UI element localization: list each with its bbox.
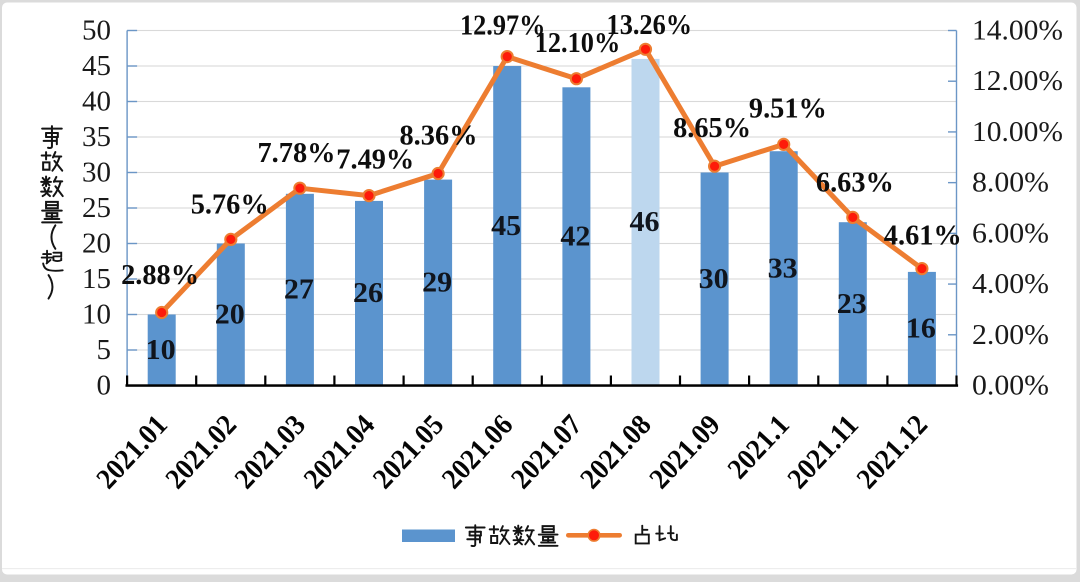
svg-text:10: 10: [146, 334, 176, 366]
svg-text:30: 30: [82, 157, 111, 189]
svg-text:15: 15: [82, 263, 111, 295]
svg-text:33: 33: [768, 252, 798, 284]
svg-text:0.00%: 0.00%: [972, 370, 1049, 402]
svg-text:45: 45: [491, 210, 521, 242]
svg-text:8.65%: 8.65%: [673, 112, 751, 144]
svg-text:7.78%: 7.78%: [258, 137, 336, 169]
svg-text:46: 46: [630, 206, 660, 238]
svg-text:20: 20: [82, 228, 111, 260]
svg-text:10.00%: 10.00%: [972, 116, 1063, 148]
svg-text:12.00%: 12.00%: [972, 65, 1063, 97]
svg-text:12.97%: 12.97%: [460, 9, 546, 41]
svg-text:50: 50: [82, 15, 111, 47]
svg-text:6.63%: 6.63%: [816, 167, 894, 199]
svg-text:5: 5: [97, 334, 112, 366]
svg-text:4.00%: 4.00%: [972, 268, 1049, 300]
svg-text:2.00%: 2.00%: [972, 319, 1049, 351]
svg-text:5.76%: 5.76%: [191, 188, 269, 220]
svg-text:0: 0: [97, 370, 112, 402]
svg-text:10: 10: [82, 299, 111, 331]
svg-text:26: 26: [353, 277, 383, 309]
svg-text:35: 35: [82, 121, 111, 153]
svg-text:14.00%: 14.00%: [972, 15, 1063, 47]
svg-text:30: 30: [699, 263, 729, 295]
svg-text:4.61%: 4.61%: [884, 220, 962, 252]
svg-text:8.36%: 8.36%: [400, 120, 478, 152]
svg-text:27: 27: [284, 274, 314, 306]
svg-text:29: 29: [422, 267, 452, 299]
svg-text:7.49%: 7.49%: [336, 144, 414, 176]
svg-text:12.10%: 12.10%: [535, 27, 621, 59]
svg-text:16: 16: [906, 313, 936, 345]
svg-text:40: 40: [82, 86, 111, 118]
svg-text:20: 20: [215, 299, 245, 331]
svg-text:23: 23: [837, 288, 867, 320]
svg-text:6.00%: 6.00%: [972, 217, 1049, 249]
svg-text:2.88%: 2.88%: [121, 259, 199, 291]
svg-text:9.51%: 9.51%: [749, 93, 827, 125]
svg-text:45: 45: [82, 50, 111, 82]
svg-text:8.00%: 8.00%: [972, 167, 1049, 199]
svg-text:13.26%: 13.26%: [607, 9, 693, 41]
svg-text:42: 42: [560, 220, 590, 252]
svg-text:25: 25: [82, 192, 111, 224]
